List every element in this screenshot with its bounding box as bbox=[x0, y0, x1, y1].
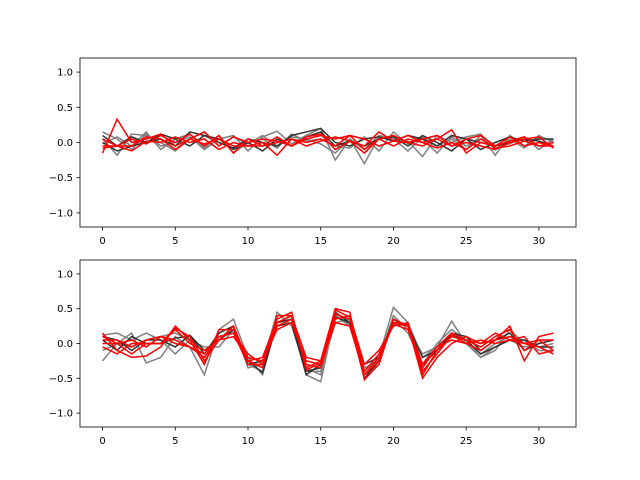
series-line-10 bbox=[102, 311, 554, 377]
y-tick-label: −1.0 bbox=[49, 208, 73, 219]
top-subplot: 0 5 10 15 20 25 30 −1.0 −0.5 0.0 0.5 1.0 bbox=[49, 57, 577, 247]
x-tick-label: 15 bbox=[314, 436, 327, 447]
x-tick-label: 5 bbox=[172, 436, 178, 447]
y-tick-label: 1.0 bbox=[57, 269, 73, 280]
x-tick-label: 10 bbox=[242, 236, 255, 247]
series-group bbox=[101, 305, 554, 383]
y-tick-label: −0.5 bbox=[49, 173, 73, 184]
x-tick-label: 15 bbox=[314, 236, 327, 247]
series-line-9 bbox=[102, 134, 554, 157]
x-tick-label: 5 bbox=[172, 236, 178, 247]
y-tick-label: −1.0 bbox=[49, 409, 73, 420]
x-tick-label: 10 bbox=[242, 436, 255, 447]
y-tick-label: −0.5 bbox=[49, 374, 73, 385]
x-tick-label: 20 bbox=[387, 436, 400, 447]
y-tick-label: 1.0 bbox=[57, 68, 73, 79]
x-tick-label: 30 bbox=[533, 436, 546, 447]
y-tick-label: 0.0 bbox=[57, 138, 73, 149]
x-tick-label: 25 bbox=[460, 236, 473, 247]
x-tick-label: 25 bbox=[460, 436, 473, 447]
x-tick-label: 20 bbox=[387, 236, 400, 247]
x-tick-label: 30 bbox=[533, 236, 546, 247]
series-line-8 bbox=[102, 321, 554, 377]
y-tick-label: 0.5 bbox=[57, 304, 73, 315]
series-line-9 bbox=[102, 309, 554, 373]
x-tick-label: 0 bbox=[99, 436, 105, 447]
y-tick-label: 0.5 bbox=[57, 103, 73, 114]
x-tick-label: 0 bbox=[99, 236, 105, 247]
y-tick-label: 0.0 bbox=[57, 339, 73, 350]
series-line-4 bbox=[102, 127, 554, 151]
series-line-8 bbox=[102, 136, 554, 155]
bottom-subplot: 0 5 10 15 20 25 30 −1.0 −0.5 0.0 0.5 1.0 bbox=[49, 259, 577, 447]
series-group bbox=[101, 117, 554, 166]
series-line-7 bbox=[102, 128, 554, 155]
series-line-2 bbox=[101, 131, 554, 158]
